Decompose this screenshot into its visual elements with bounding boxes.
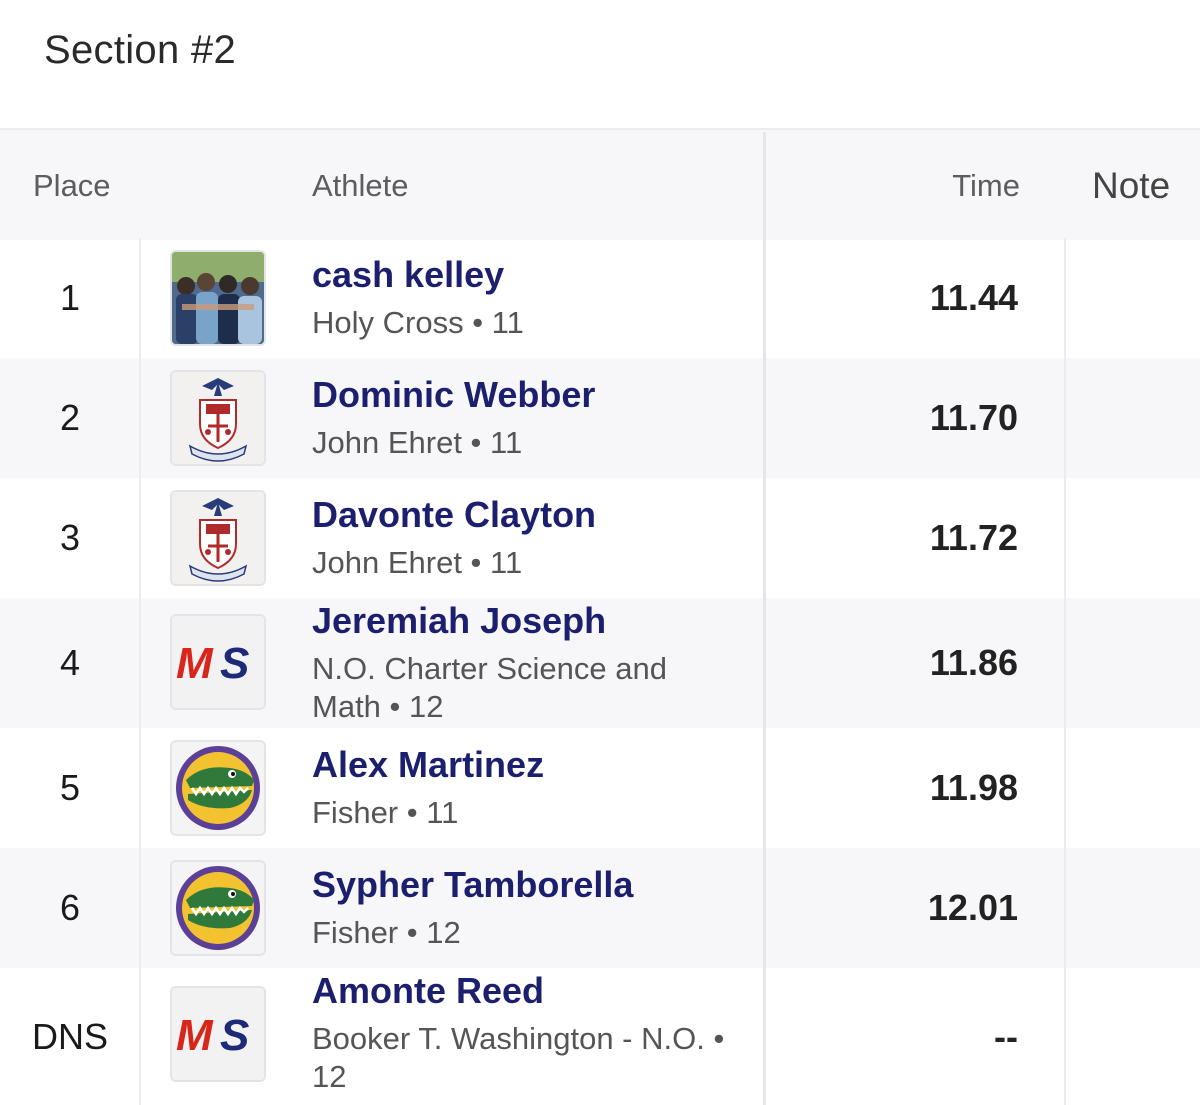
column-header-note[interactable]: Note — [1092, 165, 1171, 206]
column-separator — [1064, 358, 1066, 478]
team-logo[interactable] — [170, 250, 266, 346]
result-time: 11.44 — [929, 277, 1018, 318]
team-logo[interactable] — [170, 740, 266, 836]
athlete-school-grade: Fisher • 11 — [312, 795, 459, 830]
svg-text:S: S — [220, 1011, 249, 1060]
athlete-school-grade: John Ehret • 11 — [312, 545, 523, 580]
team-logo[interactable] — [170, 860, 266, 956]
svg-text:S: S — [220, 639, 249, 688]
result-time: -- — [994, 1015, 1018, 1057]
athlete-school-grade: John Ehret • 11 — [312, 425, 523, 460]
svg-text:M: M — [176, 639, 214, 688]
column-separator — [139, 478, 141, 598]
athlete-school-grade: Fisher • 12 — [312, 915, 461, 950]
place-value: 2 — [59, 397, 81, 438]
athlete-name-link[interactable]: Dominic Webber — [312, 374, 596, 415]
team-logo[interactable]: M S — [170, 614, 266, 710]
place-value: 4 — [59, 642, 81, 683]
column-separator — [139, 598, 141, 728]
place-value: 5 — [59, 767, 81, 808]
athlete-name-link[interactable]: Alex Martinez — [312, 744, 545, 785]
table-row[interactable]: 6 Sypher Tamborella Fisher • 12 12.01 — [0, 848, 1200, 968]
table-row[interactable]: DNS M S Amonte Reed Booker T. Washington… — [0, 968, 1200, 1105]
result-time: 11.86 — [929, 642, 1018, 683]
result-time: 12.01 — [927, 887, 1018, 928]
table-row[interactable]: 3 Davonte Clayton John Ehret • 11 11.72 — [0, 478, 1200, 598]
athlete-school-grade: Booker T. Washington - N.O. • 12 — [312, 1021, 725, 1094]
team-logo[interactable] — [170, 370, 266, 466]
table-row[interactable]: 5 Alex Martinez Fisher • 11 11.98 — [0, 728, 1200, 848]
table-header: Place Athlete Time Note — [0, 128, 1200, 240]
athlete-name-link[interactable]: cash kelley — [312, 254, 505, 295]
team-logo[interactable] — [170, 490, 266, 586]
athlete-name-link[interactable]: Jeremiah Joseph — [312, 600, 607, 641]
column-header-athlete[interactable]: Athlete — [312, 168, 409, 203]
column-separator — [139, 848, 141, 968]
result-time: 11.98 — [929, 767, 1018, 808]
athlete-name-link[interactable]: Amonte Reed — [312, 970, 545, 1011]
column-separator — [1064, 848, 1066, 968]
athlete-name-link[interactable]: Davonte Clayton — [312, 494, 597, 535]
column-header-place[interactable]: Place — [33, 168, 111, 203]
column-separator — [139, 728, 141, 848]
place-value: DNS — [31, 1015, 108, 1057]
athlete-school-grade: Holy Cross • 11 — [312, 305, 524, 340]
athlete-school-grade: N.O. Charter Science and Math • 12 — [312, 651, 667, 724]
column-separator — [139, 358, 141, 478]
column-separator — [139, 968, 141, 1105]
column-separator — [1064, 728, 1066, 848]
section-title: Section #2 — [44, 28, 237, 72]
place-value: 1 — [59, 277, 81, 318]
column-separator — [1064, 598, 1066, 728]
result-time: 11.72 — [929, 517, 1018, 558]
place-value: 6 — [59, 887, 81, 928]
column-separator — [1064, 478, 1066, 598]
column-divider — [763, 132, 766, 1105]
table-row[interactable]: 2 Dominic Webber John Ehret • 11 11.70 — [0, 358, 1200, 478]
result-time: 11.70 — [929, 397, 1018, 438]
place-value: 3 — [59, 517, 81, 558]
column-separator — [139, 238, 141, 358]
column-separator — [1064, 238, 1066, 358]
athlete-name-link[interactable]: Sypher Tamborella — [312, 864, 634, 905]
team-logo[interactable]: M S — [170, 986, 266, 1082]
table-row[interactable]: 4 M S Jeremiah Joseph N.O. Charter Scien… — [0, 598, 1200, 728]
table-row[interactable]: 1 cash kelley Holy Cross • 11 11.44 — [0, 238, 1200, 358]
column-separator — [1064, 968, 1066, 1105]
results-table: Place Athlete Time Note 1 cash kelley Ho… — [0, 128, 1200, 1105]
svg-text:M: M — [176, 1011, 214, 1060]
column-header-time[interactable]: Time — [952, 168, 1020, 203]
